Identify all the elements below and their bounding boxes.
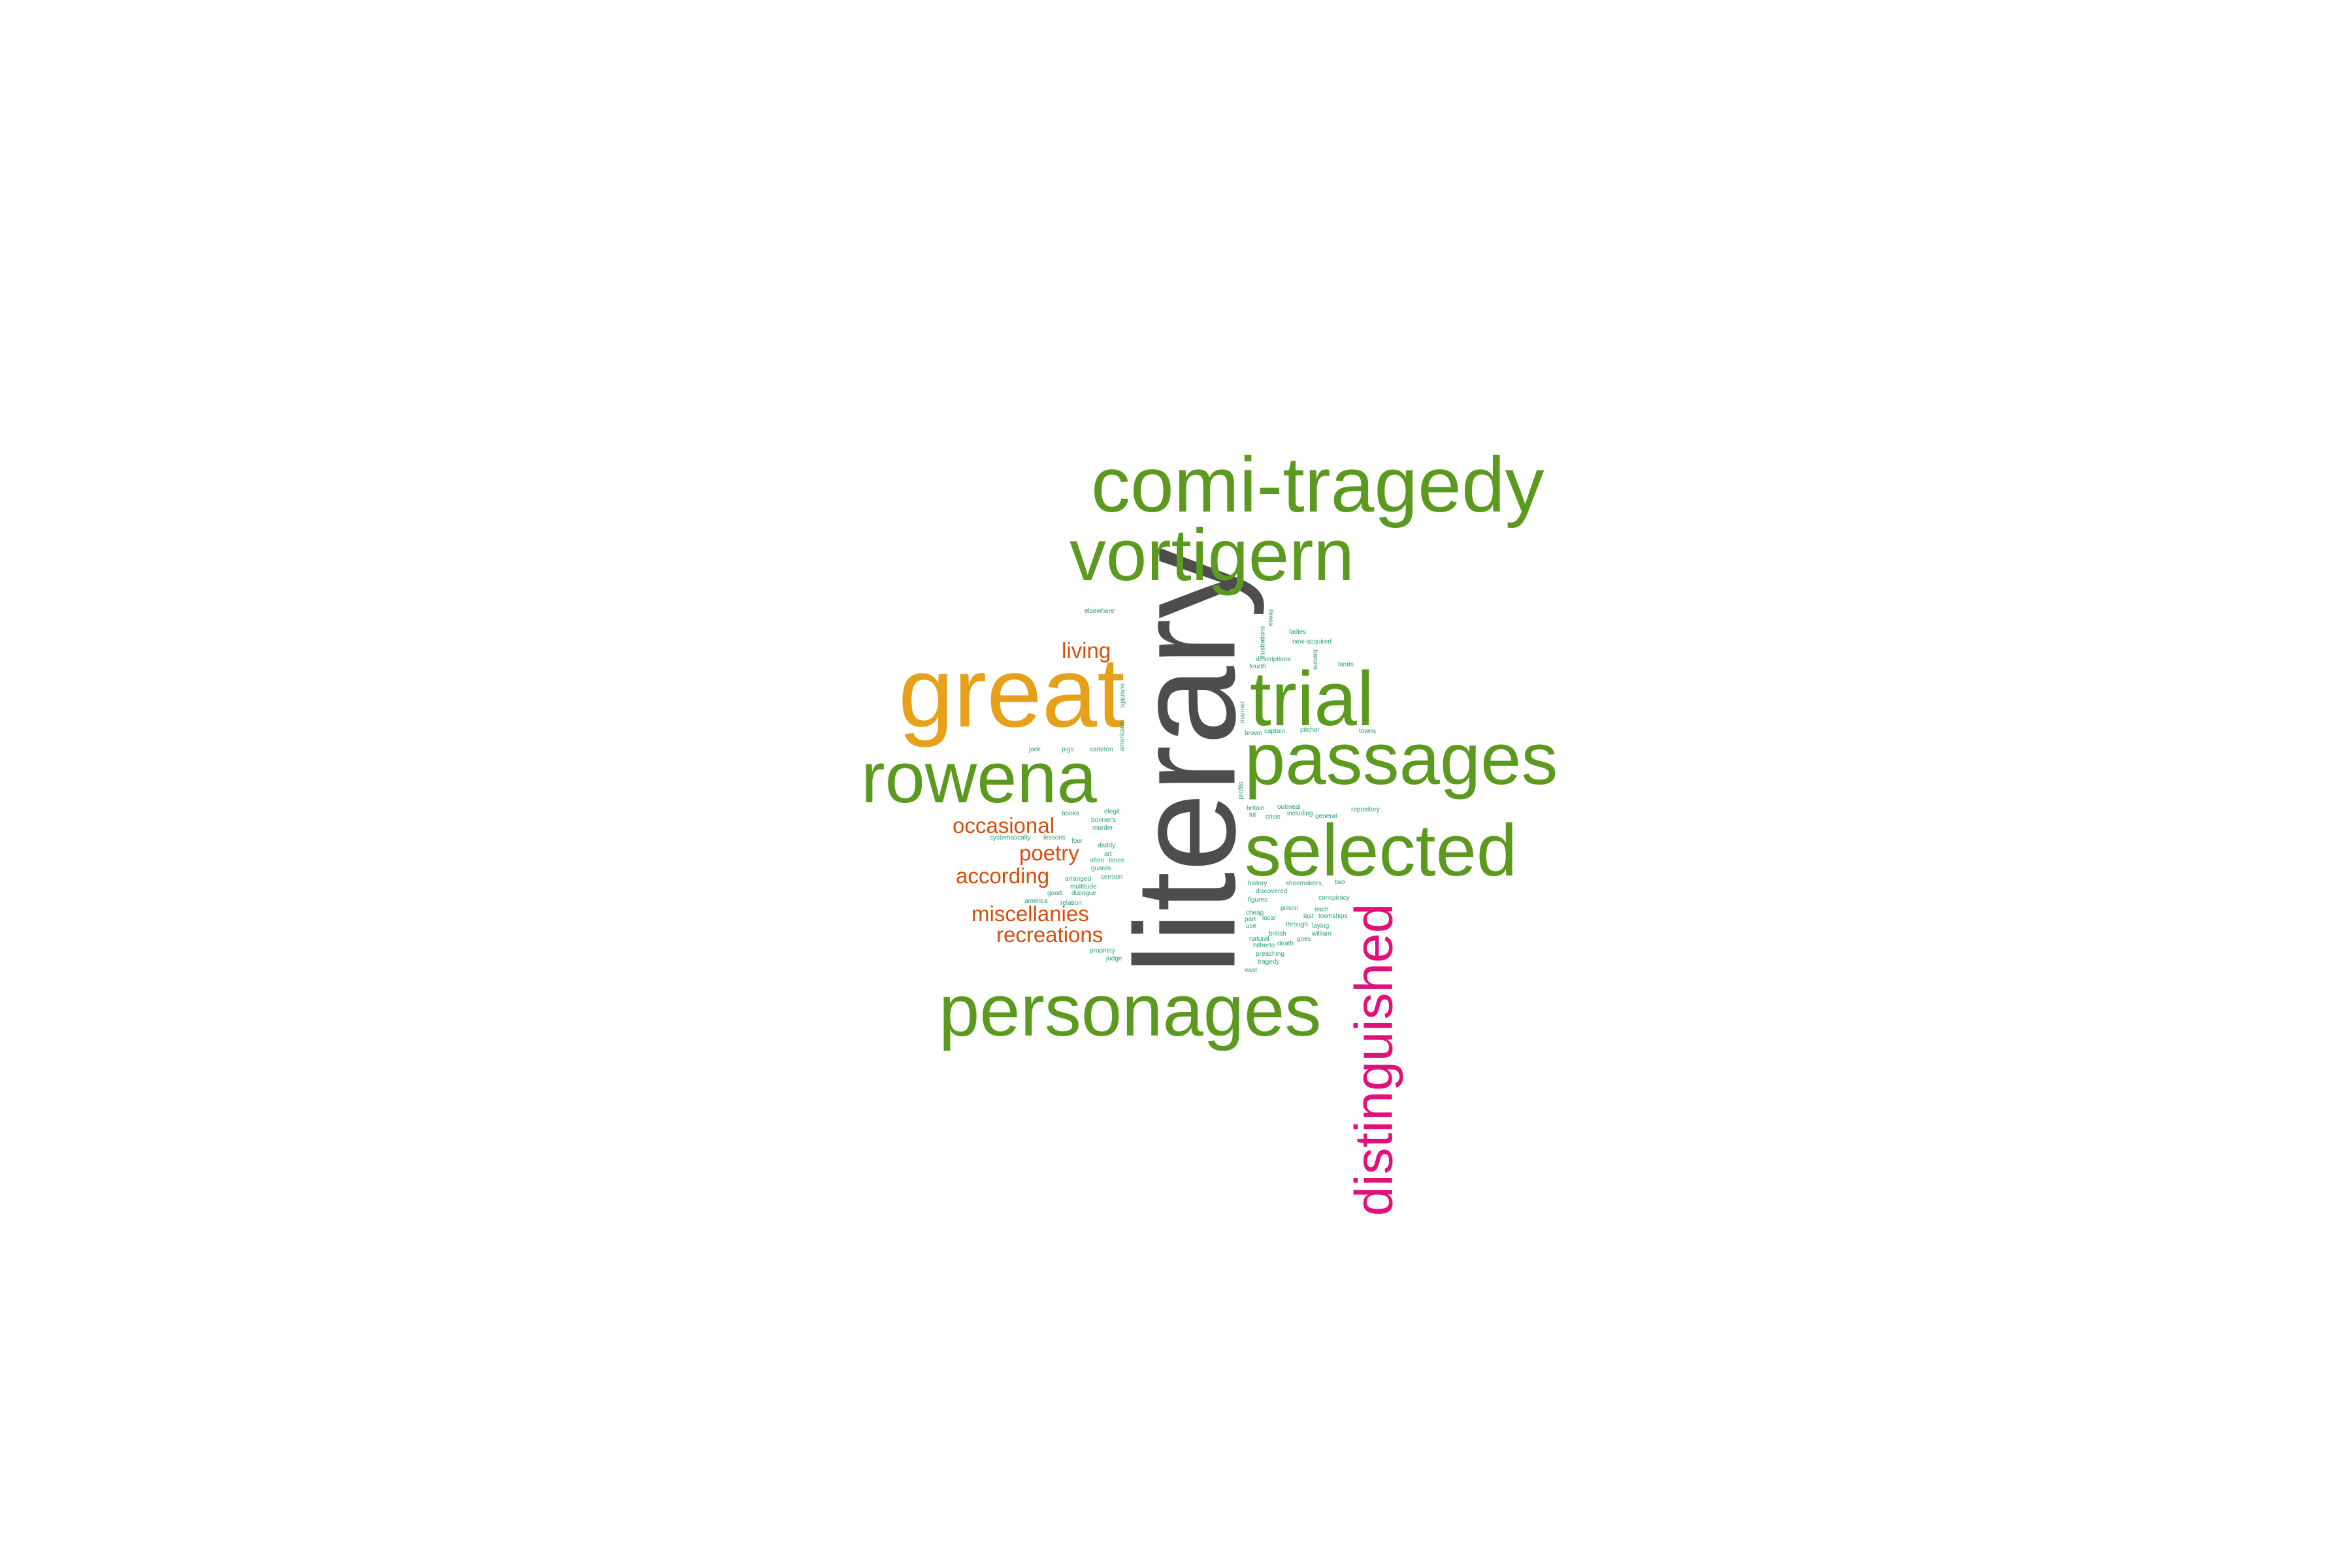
word-preaching: preaching [1256,951,1284,958]
word-art: art [1104,851,1112,858]
word-figures: figures [1248,896,1267,904]
word-local: local [1262,915,1276,922]
word-multitude: multitude [1070,883,1097,890]
word-ladies: ladies [1289,629,1306,636]
word-rowena: rowena [861,738,1098,818]
word-americans: americans [1119,721,1126,751]
word-cheap: cheap [1246,909,1264,917]
word-literary: literary [1107,547,1266,975]
word-lands: lands [1338,661,1354,668]
word-goes: goes [1297,936,1311,943]
word-dialogue: dialogue [1071,890,1096,897]
word-captain: captain [1264,728,1285,735]
word-poetry: poetry [1019,841,1079,865]
word-part: part [1245,916,1256,923]
word-illustrations: illustrations [1260,626,1267,659]
word-laying: laying [1312,923,1329,930]
word-new-acquired: new-acquired [1292,638,1331,645]
word-crisis: crisis [1266,813,1281,821]
word-four: four [1071,838,1083,845]
word-history: history [1248,880,1267,887]
word-elegit: elegit [1104,808,1120,815]
word-murder: murder [1092,825,1113,832]
word-occasional: occasional [953,813,1054,838]
word-general: general [1315,813,1337,820]
word-repository: repository [1351,806,1380,813]
word-daddy: daddy [1098,842,1115,849]
word-natural: natural [1249,936,1269,943]
word-trial: trial [1250,656,1374,742]
word-elsewhere: elsewhere [1085,608,1115,615]
word-manner: manner [1239,700,1247,723]
word-death: death [1277,940,1294,947]
word-vortigern: vortigern [1070,514,1354,596]
word-conspiracy: conspiracy [1318,894,1350,902]
word-descriptions: descriptions [1256,656,1290,663]
word-lot: lot [1249,811,1256,819]
word-brown: brown [1245,730,1262,737]
word-through: through [1286,921,1308,928]
word-times: times [1109,857,1124,864]
word-barons: barons [1312,650,1319,670]
word-british: british [1269,930,1286,938]
word-distinguished: distinguished [1345,904,1404,1217]
word-towns: towns [1359,728,1376,735]
word-tragedy: tragedy [1258,958,1279,966]
word-pigs: pigs [1062,746,1073,753]
word-recreations: recreations [996,923,1103,947]
word-relation: relation [1060,900,1082,907]
word-arranged: arranged [1065,875,1091,883]
word-lessons: lessons [1043,834,1066,841]
word-miscellanies: miscellanies [972,902,1089,926]
word-judge: judge [1105,955,1122,962]
word-systematically: systematically [990,834,1030,841]
word-profits: profits [1238,781,1245,799]
word-essay: essay [1267,609,1275,626]
word-fourth: fourth [1249,663,1266,670]
word-last: last [1303,913,1314,920]
word-each: each [1315,906,1329,913]
word-jack: jack [1028,746,1041,753]
word-according: according [956,864,1049,888]
word-often: often [1090,857,1104,864]
word-including: including [1287,810,1313,817]
word-britain: britain [1247,805,1264,812]
word-good: good [1047,890,1062,897]
word-william: william [1311,930,1331,938]
word-living: living [1062,638,1111,662]
word-pitcher: pitcher [1300,727,1320,734]
word-america: america [1024,898,1048,905]
word-books: books [1062,810,1079,817]
word-east: east [1245,967,1257,974]
word-outmeal: outmeal [1277,804,1301,811]
word-shoemakers: shoemakers, [1286,880,1323,887]
word-propriety: propriety [1090,947,1115,955]
word-great: great [898,637,1124,748]
word-personages: personages [939,970,1321,1051]
word-passages: passages [1245,718,1558,800]
word-scientific: scientific [1119,683,1126,708]
word-hitherto: hitherto [1253,942,1275,949]
word-selected: selected [1245,809,1517,891]
word-sermon: sermon [1101,874,1122,881]
word-townships: townships [1318,913,1347,920]
word-discovered: discovered [1256,888,1287,895]
word-two: two [1335,879,1345,886]
word-carleton: carleton [1090,746,1113,753]
word-use: use [1246,923,1257,930]
word-bonners: bonner's [1091,817,1116,824]
word-guards: guards [1091,865,1111,872]
word-prison: prison [1281,905,1298,912]
word-comi-tragedy: comi-tragedy [1091,441,1544,529]
